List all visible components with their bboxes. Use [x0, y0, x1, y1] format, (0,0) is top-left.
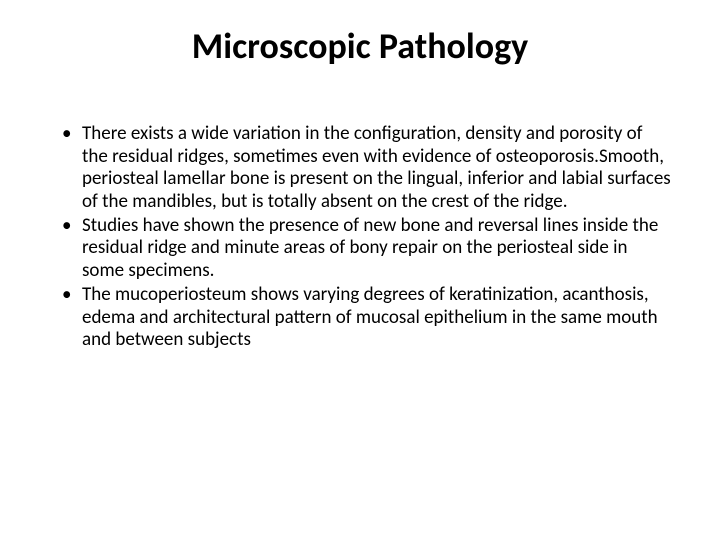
bullet-list: There exists a wide variation in the con…: [48, 123, 672, 351]
bullet-item: The mucoperiosteum shows varying degrees…: [82, 284, 672, 351]
bullet-item: Studies have shown the presence of new b…: [82, 215, 672, 282]
bullet-item: There exists a wide variation in the con…: [82, 123, 672, 213]
slide-title: Microscopic Pathology: [48, 26, 672, 67]
slide: Microscopic Pathology There exists a wid…: [0, 0, 720, 540]
